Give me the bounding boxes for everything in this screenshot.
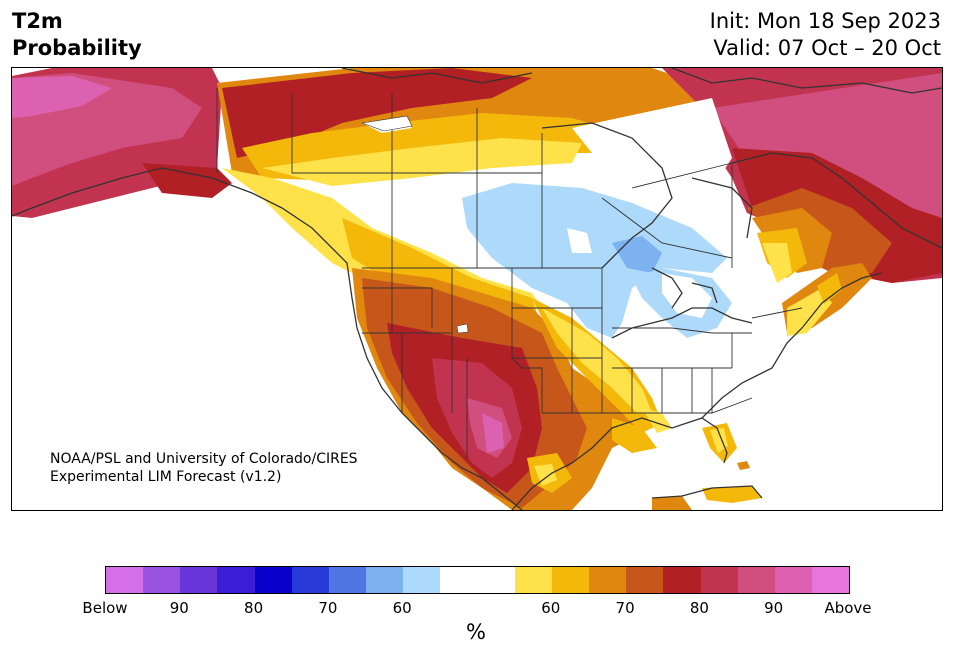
colorbar-segment	[514, 567, 552, 593]
colorbar-segment	[440, 567, 478, 593]
forecast-map: NOAA/PSL and University of Colorado/CIRE…	[11, 67, 943, 511]
colorbar-unit: %	[466, 620, 486, 644]
colorbar-segment	[328, 567, 367, 593]
title-line-1: T2m	[12, 9, 63, 33]
colorbar-segment	[143, 567, 181, 593]
colorbar-segment	[551, 567, 590, 593]
colorbar-segment	[403, 567, 441, 593]
map-title: T2m Probability	[12, 8, 142, 62]
colorbar-segment	[811, 567, 850, 593]
colorbar-tick-label: 90	[764, 599, 784, 617]
colorbar-tick-label: 70	[615, 599, 635, 617]
north-america-map	[12, 68, 942, 510]
colorbar-tick-label: 60	[541, 599, 561, 617]
colorbar-segment	[254, 567, 292, 593]
colorbar-segment	[477, 567, 515, 593]
forecast-dates: Init: Mon 18 Sep 2023 Valid: 07 Oct – 20…	[710, 8, 941, 62]
init-date: Init: Mon 18 Sep 2023	[709, 9, 941, 33]
colorbar-segment	[589, 567, 627, 593]
colorbar-tick-label: 80	[689, 599, 709, 617]
credit-line-1: NOAA/PSL and University of Colorado/CIRE…	[50, 451, 358, 467]
colorbar-segment	[774, 567, 812, 593]
colorbar-tick-label: 90	[169, 599, 189, 617]
colorbar-segment	[366, 567, 404, 593]
colorbar-segment	[737, 567, 775, 593]
colorbar-tick-label: 80	[244, 599, 264, 617]
colorbar-tick-label: Below	[82, 599, 128, 617]
colorbar-tick-label: 60	[392, 599, 412, 617]
credit-line-2: Experimental LIM Forecast (v1.2)	[50, 469, 282, 485]
title-line-2: Probability	[12, 36, 142, 60]
colorbar-segment	[217, 567, 255, 593]
colorbar-segment	[180, 567, 218, 593]
colorbar-segment	[291, 567, 329, 593]
valid-range: Valid: 07 Oct – 20 Oct	[713, 36, 941, 60]
colorbar-segment	[106, 567, 144, 593]
colorbar-segment	[700, 567, 738, 593]
colorbar-tick-label: Above	[824, 599, 872, 617]
probability-colorbar	[105, 566, 850, 594]
colorbar-tick-label: 70	[318, 599, 338, 617]
map-credit: NOAA/PSL and University of Colorado/CIRE…	[50, 450, 358, 486]
colorbar-segment	[663, 567, 701, 593]
colorbar-segment	[626, 567, 664, 593]
